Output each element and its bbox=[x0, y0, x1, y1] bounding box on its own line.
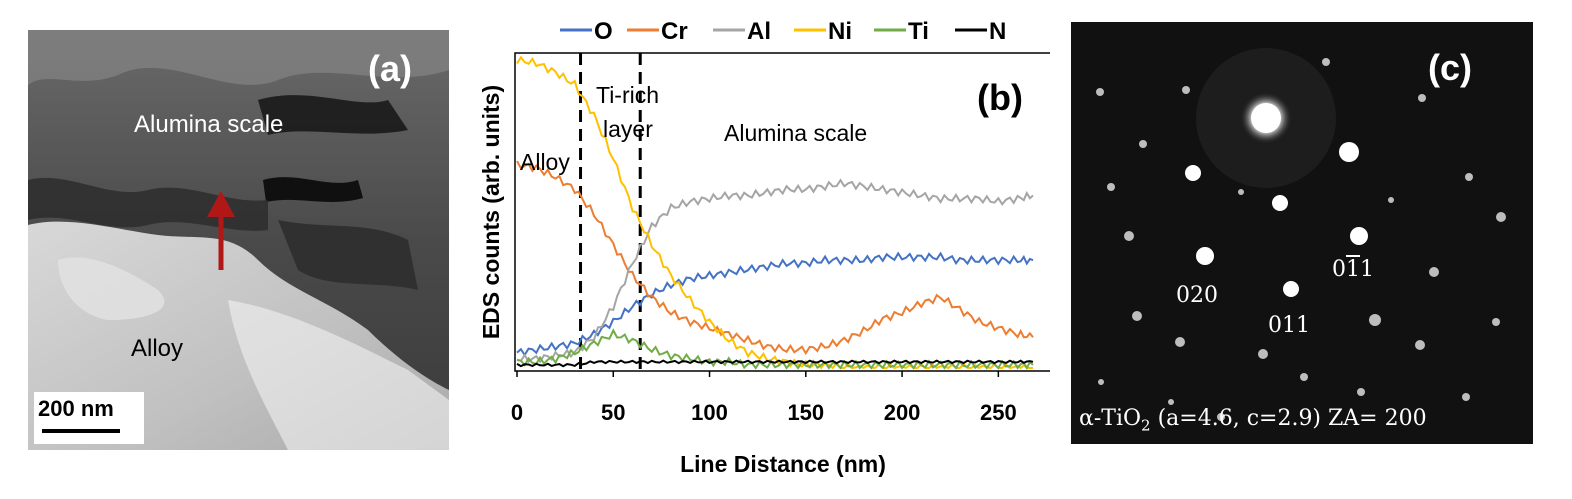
diffraction-spot bbox=[1415, 340, 1425, 350]
series-line-al bbox=[516, 178, 1034, 364]
series-lines bbox=[516, 55, 1034, 371]
diffraction-spot bbox=[1238, 189, 1244, 195]
diffraction-spot bbox=[1492, 318, 1500, 326]
region-label-ti-rich: Ti-rich bbox=[596, 82, 659, 108]
diffraction-spot bbox=[1098, 379, 1104, 385]
diffraction-spot bbox=[1139, 140, 1147, 148]
diffraction-spot bbox=[1357, 388, 1365, 396]
legend-label-n: N bbox=[989, 18, 1006, 45]
x-axis-ticks: 0 50 100 150 200 250 bbox=[511, 371, 1017, 425]
diffraction-spot bbox=[1322, 58, 1330, 66]
diffraction-spot bbox=[1429, 267, 1439, 277]
diffraction-spot bbox=[1369, 314, 1381, 326]
diffraction-spot bbox=[1196, 247, 1214, 265]
series-line-cr bbox=[516, 160, 1034, 356]
x-tick-label-100: 100 bbox=[691, 400, 728, 425]
eds-line-profile-chart: O Cr Al Ni Ti N 0 50 100 150 200 250 Line Distance… bbox=[478, 18, 1050, 477]
micrograph-panel-a: (a) Alumina scale Alloy 200 nm bbox=[28, 30, 449, 450]
x-tick-label-250: 250 bbox=[980, 400, 1017, 425]
panel-label-a: (a) bbox=[368, 48, 412, 89]
region-label-layer: layer bbox=[603, 116, 653, 142]
diffraction-spot bbox=[1168, 399, 1174, 405]
micrograph-image bbox=[28, 30, 449, 450]
series-line-ni bbox=[516, 55, 1033, 370]
diffraction-spot bbox=[1107, 183, 1115, 191]
diffraction-spot bbox=[1096, 88, 1104, 96]
diffraction-spot bbox=[1124, 231, 1134, 241]
diffraction-spot bbox=[1217, 413, 1225, 421]
region-label-alumina: Alumina scale bbox=[724, 120, 867, 146]
diffraction-spot bbox=[1418, 94, 1426, 102]
diffraction-spot bbox=[1462, 393, 1470, 401]
diffraction-panel-c: (c) 020 011 011 α-TiO2 (a=4.6, c=2.9) ZA… bbox=[1071, 22, 1533, 444]
chart-legend: O Cr Al Ni Ti N bbox=[560, 18, 1006, 45]
panel-label-c: (c) bbox=[1428, 47, 1472, 88]
diffraction-spot bbox=[1185, 165, 1201, 181]
alloy-label: Alloy bbox=[131, 335, 184, 362]
legend-label-al: Al bbox=[747, 18, 771, 45]
legend-label-ti: Ti bbox=[908, 18, 929, 45]
plot-frame bbox=[514, 52, 1050, 372]
spot-label-0-1bar-1: 011 bbox=[1332, 257, 1374, 282]
series-line-n bbox=[516, 359, 1034, 368]
x-tick-label-0: 0 bbox=[511, 400, 523, 425]
y-axis-label: EDS counts (arb. units) bbox=[478, 85, 504, 339]
diffraction-spot bbox=[1339, 142, 1359, 162]
x-tick-label-50: 50 bbox=[601, 400, 625, 425]
spot-label-020: 020 bbox=[1176, 283, 1218, 308]
x-tick-label-200: 200 bbox=[884, 400, 921, 425]
x-axis-label: Line Distance (nm) bbox=[680, 451, 886, 477]
diffraction-image bbox=[1071, 22, 1533, 444]
legend-label-cr: Cr bbox=[661, 18, 688, 45]
spot-label-011: 011 bbox=[1268, 313, 1310, 338]
diffraction-spots bbox=[1096, 58, 1506, 421]
diffraction-spot bbox=[1283, 281, 1299, 297]
panel-label-b: (b) bbox=[977, 77, 1023, 118]
legend-label-o: O bbox=[594, 18, 613, 45]
series-line-ti bbox=[516, 328, 1034, 371]
diffraction-spot bbox=[1175, 337, 1185, 347]
diffraction-spot bbox=[1496, 212, 1506, 222]
legend-label-ni: Ni bbox=[828, 18, 852, 45]
diffraction-spot bbox=[1388, 197, 1394, 203]
diffraction-spot bbox=[1350, 227, 1368, 245]
diffraction-spot bbox=[1465, 173, 1473, 181]
diffraction-spot bbox=[1300, 373, 1308, 381]
x-tick-label-150: 150 bbox=[787, 400, 824, 425]
diffraction-caption: α-TiO2 (a=4.6, c=2.9) ZA= 200 bbox=[1079, 406, 1427, 435]
scale-bar-text: 200 nm bbox=[38, 396, 114, 421]
red-arrow-icon bbox=[207, 191, 235, 270]
scale-bar-box bbox=[34, 392, 144, 444]
region-label-alloy: Alloy bbox=[520, 149, 570, 175]
region-boundary-lines bbox=[579, 53, 642, 371]
diffraction-spot bbox=[1182, 86, 1190, 94]
diffraction-spot bbox=[1132, 311, 1142, 321]
alumina-scale-label: Alumina scale bbox=[134, 111, 284, 138]
diffraction-spot bbox=[1272, 195, 1288, 211]
series-line-o bbox=[516, 251, 1034, 357]
diffraction-spot bbox=[1258, 349, 1268, 359]
